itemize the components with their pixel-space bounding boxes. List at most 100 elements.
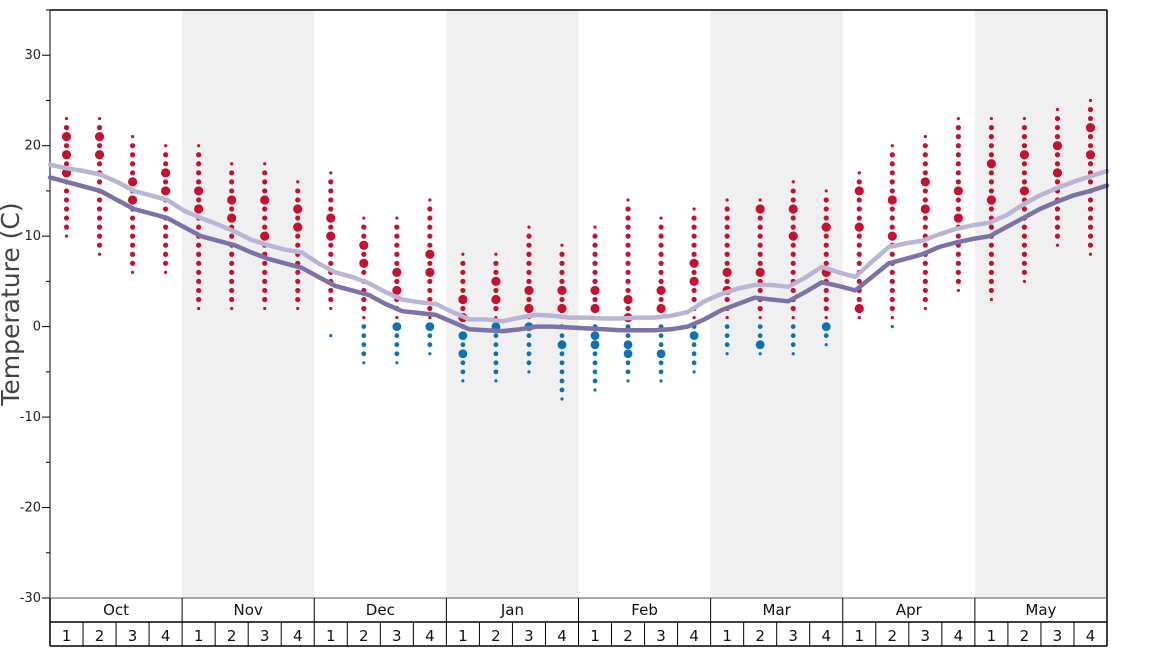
warm-dot xyxy=(821,222,831,232)
warm-dot xyxy=(328,260,334,266)
warm-dot xyxy=(164,270,168,274)
warm-dot xyxy=(395,216,399,220)
warm-dot xyxy=(790,251,796,257)
cold-dot xyxy=(361,333,367,339)
warm-dot xyxy=(293,204,303,214)
warm-dot xyxy=(96,224,103,230)
warm-dot xyxy=(691,269,697,275)
warm-dot xyxy=(129,152,136,158)
week-label: 3 xyxy=(392,627,402,645)
warm-dot xyxy=(425,249,435,259)
warm-dot xyxy=(129,260,136,266)
warm-dot xyxy=(392,285,402,296)
warm-dot xyxy=(854,303,864,314)
week-label: 2 xyxy=(888,627,898,645)
warm-dot xyxy=(163,233,169,239)
warm-dot xyxy=(922,215,928,221)
warm-dot xyxy=(692,315,696,320)
warm-dot xyxy=(461,252,465,256)
warm-dot xyxy=(986,159,996,169)
warm-dot xyxy=(460,305,466,312)
warm-dot xyxy=(559,296,565,303)
month-label-jan: Jan xyxy=(500,601,524,619)
warm-dot xyxy=(823,233,829,239)
warm-dot xyxy=(163,251,169,257)
cold-dot xyxy=(626,379,630,383)
warm-dot xyxy=(560,243,564,247)
warm-dot xyxy=(955,260,961,266)
cold-dot xyxy=(623,340,633,350)
week-label: 3 xyxy=(921,627,931,645)
warm-dot xyxy=(592,251,598,257)
warm-dot xyxy=(63,125,70,131)
cold-dot xyxy=(593,388,597,392)
warm-dot xyxy=(493,287,499,294)
warm-dot xyxy=(1087,224,1094,230)
month-label-dec: Dec xyxy=(366,601,395,619)
warm-dot xyxy=(394,242,400,248)
warm-dot xyxy=(1021,242,1028,248)
warm-dot xyxy=(63,206,70,212)
warm-dot xyxy=(988,152,994,158)
warm-dot xyxy=(658,260,664,266)
week-label: 3 xyxy=(128,627,138,645)
warm-dot xyxy=(788,204,798,214)
warm-dot xyxy=(196,197,202,203)
warm-dot xyxy=(1019,150,1030,160)
cold-dot xyxy=(493,333,499,339)
warm-dot xyxy=(163,161,169,167)
month-label-mar: Mar xyxy=(763,601,792,619)
warm-dot xyxy=(823,206,829,212)
warm-dot xyxy=(526,278,532,284)
week-label: 4 xyxy=(161,627,171,645)
cold-dot xyxy=(428,352,432,356)
warm-dot xyxy=(559,251,565,257)
warm-dot xyxy=(592,296,598,303)
warm-dot xyxy=(1087,161,1094,167)
warm-dot xyxy=(394,278,400,284)
warm-dot xyxy=(94,132,105,142)
warm-dot xyxy=(1021,161,1028,167)
warm-dot xyxy=(296,306,300,311)
warm-dot xyxy=(1087,106,1094,113)
warm-dot xyxy=(955,233,961,239)
warm-dot xyxy=(788,231,798,241)
warm-dot xyxy=(854,222,864,232)
warm-dot xyxy=(920,204,930,214)
cold-dot xyxy=(658,333,664,339)
warm-dot xyxy=(229,269,235,275)
warm-dot xyxy=(161,168,171,178)
week-label: 4 xyxy=(954,627,964,645)
warm-dot xyxy=(96,143,103,149)
warm-dot xyxy=(295,197,301,203)
cold-dot xyxy=(625,324,631,330)
cold-dot xyxy=(361,324,367,330)
warm-dot xyxy=(196,278,202,284)
month-label-nov: Nov xyxy=(234,601,263,619)
warm-dot xyxy=(1022,279,1027,283)
week-label: 2 xyxy=(623,627,633,645)
warm-dot xyxy=(1087,242,1094,248)
warm-dot xyxy=(493,260,499,266)
warm-dot xyxy=(856,296,862,303)
warm-dot xyxy=(955,125,961,131)
warm-dot xyxy=(757,251,763,257)
warm-dot xyxy=(197,306,201,311)
warm-dot xyxy=(262,287,268,294)
warm-dot xyxy=(790,305,796,312)
warm-dot xyxy=(361,224,367,230)
warm-dot xyxy=(989,116,993,121)
warm-dot xyxy=(1087,233,1094,239)
cold-dot xyxy=(493,360,499,366)
cold-dot xyxy=(755,340,765,350)
warm-dot xyxy=(623,294,633,305)
warm-dot xyxy=(953,186,963,196)
warm-dot xyxy=(791,180,795,184)
month-shade-nov xyxy=(182,10,315,598)
week-label: 3 xyxy=(788,627,798,645)
cold-dot xyxy=(790,333,796,339)
warm-dot xyxy=(592,260,598,266)
warm-dot xyxy=(1021,233,1028,239)
y-axis: 30 20 10 0 -10 -20 -30 xyxy=(20,9,51,606)
warm-dot xyxy=(659,216,663,220)
